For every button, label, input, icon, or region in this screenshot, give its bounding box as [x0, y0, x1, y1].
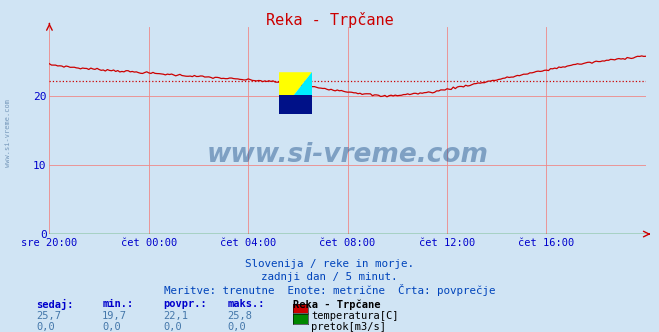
Text: 25,8: 25,8 — [227, 311, 252, 321]
Text: 0,0: 0,0 — [102, 322, 121, 332]
Text: maks.:: maks.: — [227, 299, 265, 309]
Text: 0,0: 0,0 — [227, 322, 246, 332]
Text: 0,0: 0,0 — [163, 322, 182, 332]
Polygon shape — [279, 72, 312, 114]
Text: Reka - Trpčane: Reka - Trpčane — [293, 299, 381, 310]
Text: 22,1: 22,1 — [163, 311, 188, 321]
Text: www.si-vreme.com: www.si-vreme.com — [5, 99, 11, 167]
Text: temperatura[C]: temperatura[C] — [311, 311, 399, 321]
Text: min.:: min.: — [102, 299, 133, 309]
Text: Meritve: trenutne  Enote: metrične  Črta: povprečje: Meritve: trenutne Enote: metrične Črta: … — [163, 284, 496, 296]
Polygon shape — [279, 95, 312, 114]
Text: sedaj:: sedaj: — [36, 299, 74, 310]
Text: 0,0: 0,0 — [36, 322, 55, 332]
Text: Slovenija / reke in morje.: Slovenija / reke in morje. — [245, 259, 414, 269]
Text: 25,7: 25,7 — [36, 311, 61, 321]
Polygon shape — [279, 72, 312, 114]
Text: 19,7: 19,7 — [102, 311, 127, 321]
Text: pretok[m3/s]: pretok[m3/s] — [311, 322, 386, 332]
Text: www.si-vreme.com: www.si-vreme.com — [207, 142, 488, 168]
Text: Reka - Trpčane: Reka - Trpčane — [266, 12, 393, 28]
Text: zadnji dan / 5 minut.: zadnji dan / 5 minut. — [261, 272, 398, 282]
Text: povpr.:: povpr.: — [163, 299, 207, 309]
